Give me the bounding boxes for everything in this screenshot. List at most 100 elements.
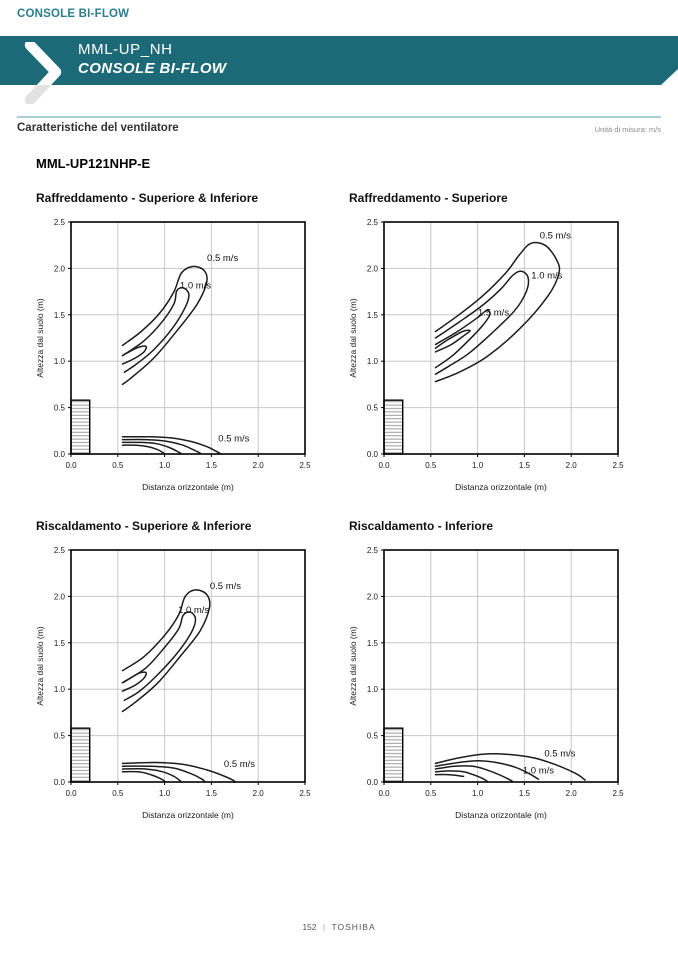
charts-grid: Raffreddamento - Superiore & Inferiore 0… (33, 191, 645, 833)
contour-minor (434, 770, 488, 782)
contour-minor (121, 770, 166, 782)
svg-text:0.5: 0.5 (54, 404, 66, 413)
svg-text:2.0: 2.0 (54, 264, 66, 273)
header-model: MML-UP_NH (78, 41, 173, 58)
contour-label: 1.5 m/s (478, 308, 509, 319)
svg-text:0.5: 0.5 (54, 732, 66, 741)
contour-minor (121, 345, 147, 365)
contour-1.0ms (434, 270, 530, 375)
brand-name: TOSHIBA (331, 922, 376, 932)
chart-riscaldamento-inf: Riscaldamento - Inferiore 0.5 m/s 1.0 m/s… (346, 519, 645, 833)
contour-0.5ms (121, 589, 211, 713)
svg-text:1.5: 1.5 (206, 461, 218, 470)
grid (384, 550, 618, 782)
svg-text:1.5: 1.5 (367, 311, 379, 320)
contour-label: 1.0 m/s (523, 765, 554, 776)
axis-ticks (381, 221, 619, 457)
svg-text:2.0: 2.0 (367, 592, 379, 601)
chart-canvas: 0.5 m/s 1.0 m/s 0.0 0.0 0.5 0.5 1.0 1.0 1.5 1.5 2.… (346, 541, 645, 833)
contour-minor (434, 329, 471, 353)
contour-minor (434, 765, 513, 782)
contour-label: 1.0 m/s (531, 270, 562, 281)
contour-label: 0.5 m/s (540, 230, 571, 241)
indoor-unit-box (383, 727, 404, 783)
svg-text:2.0: 2.0 (253, 461, 265, 470)
svg-text:1.0: 1.0 (367, 357, 379, 366)
contour-lines (121, 265, 222, 455)
y-axis-label: Altezza dal suolo (m) (35, 626, 45, 706)
svg-text:1.0: 1.0 (159, 461, 171, 470)
product-model-label: MML-UP121NHP-E (36, 156, 151, 171)
indoor-unit-box (70, 727, 91, 783)
contour-0.5ms (121, 761, 236, 783)
header-band: MML-UP_NH CONSOLE BI-FLOW (0, 36, 678, 85)
grid (71, 222, 305, 454)
contour-lines (121, 589, 236, 783)
svg-text:1.5: 1.5 (206, 789, 218, 798)
contour-minor (121, 441, 183, 455)
svg-text:2.5: 2.5 (367, 218, 379, 227)
y-axis-label: Altezza dal suolo (m) (348, 626, 358, 706)
x-axis-label: Distanza orizzontale (m) (455, 810, 547, 820)
chart-canvas: 0.5 m/s 1.0 m/s 0.5 m/s 0.0 0.0 0.5 0.5 1.0 1.0 1… (33, 213, 332, 505)
svg-text:0.0: 0.0 (65, 789, 77, 798)
contour-0.5ms (434, 752, 586, 781)
chart-title: Riscaldamento - Superiore & Inferiore (36, 519, 252, 533)
svg-text:0.0: 0.0 (378, 789, 390, 798)
contour-label: 0.5 m/s (207, 253, 238, 264)
contour-label: 0.5 m/s (544, 749, 575, 760)
svg-text:1.0: 1.0 (367, 685, 379, 694)
svg-text:0.5: 0.5 (367, 732, 379, 741)
contour-minor (434, 773, 465, 778)
chart-riscaldamento-sup-inf: Riscaldamento - Superiore & Inferiore 0.… (33, 519, 332, 833)
y-axis-label: Altezza dal suolo (m) (348, 298, 358, 378)
svg-text:2.5: 2.5 (612, 461, 624, 470)
svg-text:2.5: 2.5 (367, 546, 379, 555)
svg-text:2.5: 2.5 (54, 546, 66, 555)
contour-minor (121, 438, 201, 454)
svg-text:0.0: 0.0 (65, 461, 77, 470)
svg-text:2.0: 2.0 (566, 461, 578, 470)
svg-text:0.5: 0.5 (425, 461, 437, 470)
chart-title: Riscaldamento - Inferiore (349, 519, 494, 533)
indoor-unit-box (70, 399, 91, 455)
section-title: Caratteristiche del ventilatore (17, 122, 179, 134)
svg-text:1.0: 1.0 (54, 685, 66, 694)
tick-labels: 0.0 0.0 0.5 0.5 1.0 1.0 1.5 1.5 2.0 2.0 2.5 2.5 (367, 546, 624, 798)
svg-text:0.5: 0.5 (112, 789, 124, 798)
plot-border (383, 549, 619, 783)
footer-separator: | (322, 922, 326, 932)
contour-label: 0.5 m/s (224, 759, 255, 770)
grid (71, 550, 305, 782)
contour-label: 0.5 m/s (210, 581, 241, 592)
svg-text:0.0: 0.0 (378, 461, 390, 470)
svg-text:0.0: 0.0 (54, 450, 66, 459)
svg-text:1.0: 1.0 (159, 789, 171, 798)
x-axis-label: Distanza orizzontale (m) (142, 482, 234, 492)
contour-0.5ms (434, 241, 561, 383)
header-band-text: MML-UP_NH CONSOLE BI-FLOW (78, 41, 227, 77)
svg-text:1.5: 1.5 (367, 639, 379, 648)
axis-ticks (68, 549, 306, 785)
page-footer: 152 | TOSHIBA (0, 922, 678, 932)
contour-1.5ms (434, 309, 491, 369)
contour-minor (121, 768, 182, 782)
svg-text:2.0: 2.0 (54, 592, 66, 601)
svg-text:2.5: 2.5 (54, 218, 66, 227)
svg-text:1.5: 1.5 (519, 461, 531, 470)
grid (384, 222, 618, 454)
plot-border (383, 221, 619, 455)
svg-text:0.0: 0.0 (367, 778, 379, 787)
svg-text:0.5: 0.5 (367, 404, 379, 413)
contour-0.5ms (121, 265, 208, 386)
contour-1.0ms (121, 286, 190, 374)
chart-canvas: 0.5 m/s 1.0 m/s 1.5 m/s 0.0 0.0 0.5 0.5 1.0 1.0 1… (346, 213, 645, 505)
svg-text:1.0: 1.0 (472, 461, 484, 470)
svg-text:1.5: 1.5 (54, 311, 66, 320)
svg-text:2.0: 2.0 (253, 789, 265, 798)
contour-1.0ms (121, 611, 197, 702)
svg-text:1.5: 1.5 (519, 789, 531, 798)
section-divider (17, 116, 661, 118)
chart-raffreddamento-sup: Raffreddamento - Superiore 0.5 m/s 1.0 m/… (346, 191, 645, 505)
plot-border (70, 221, 306, 455)
